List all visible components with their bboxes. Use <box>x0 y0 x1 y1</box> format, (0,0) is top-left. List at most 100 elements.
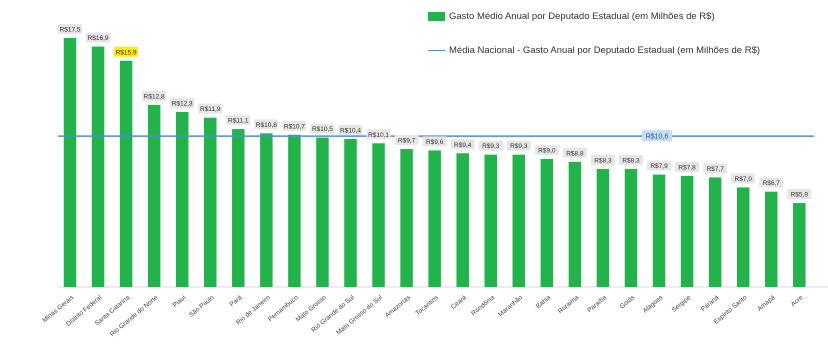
bar <box>456 153 469 287</box>
data-label-box <box>619 154 643 165</box>
bar <box>540 158 554 287</box>
bar <box>428 150 441 287</box>
bar <box>316 137 329 287</box>
data-label: R$11,1 <box>228 118 249 125</box>
x-tick-label: Amazonas <box>384 294 413 320</box>
data-label-box <box>254 119 279 130</box>
data-label-box <box>114 46 139 57</box>
x-tick-label: Goiás <box>619 294 637 311</box>
bar <box>736 187 750 287</box>
data-label-box <box>450 139 475 150</box>
data-label: R$12,3 <box>172 100 193 107</box>
data-label-box <box>534 144 559 155</box>
bar <box>344 139 357 287</box>
x-tick-label: São Paulo <box>188 294 216 319</box>
x-tick-label: Roraima <box>557 294 581 315</box>
data-label-box <box>142 90 167 101</box>
data-label: R$9,6 <box>426 139 444 146</box>
bar <box>512 154 526 287</box>
bar <box>793 203 806 287</box>
data-label-box <box>478 140 503 151</box>
bar <box>119 60 133 287</box>
legend-item-mean-line: Média Nacional - Gasto Anual por Deputad… <box>428 42 828 58</box>
data-label-box <box>759 177 784 188</box>
data-label-box <box>58 24 82 34</box>
data-label-box <box>731 173 756 184</box>
bars-group <box>63 38 806 288</box>
bar <box>372 143 385 287</box>
data-label-box <box>170 97 195 108</box>
bar <box>568 161 582 287</box>
data-label-box <box>338 125 363 136</box>
data-label: R$16,9 <box>88 35 109 42</box>
data-label: R$10,4 <box>340 128 361 135</box>
data-label: R$7,0 <box>735 176 753 183</box>
data-label: R$9,3 <box>510 143 528 150</box>
data-label: R$9,4 <box>454 142 472 149</box>
data-label: R$5,9 <box>791 192 809 199</box>
x-tick-label: Bahia <box>535 294 553 310</box>
x-tick-label: Acre <box>790 294 805 308</box>
bar <box>484 154 497 287</box>
data-label-box <box>787 189 812 200</box>
data-labels-group: R$17,5 R$16,9 R$15,9 R$12,8 R$12,3 R$11,9 R$11… <box>58 24 812 200</box>
data-label: R$11,9 <box>200 106 221 113</box>
x-tick-label: Paraíba <box>586 294 608 314</box>
bar <box>204 117 217 288</box>
bar <box>288 134 301 287</box>
mean-label: R$10,6 <box>646 133 669 140</box>
data-label-box <box>675 162 700 173</box>
data-label: R$6,7 <box>763 180 781 187</box>
data-label-box <box>226 115 251 126</box>
legend: Gasto Médio Anual por Deputado Estadual … <box>428 8 828 58</box>
data-label-box <box>86 32 111 43</box>
mean-line-group: R$10,6 <box>58 130 814 142</box>
bar <box>63 38 77 287</box>
data-label: R$15,9 <box>116 49 137 56</box>
bar <box>596 168 610 287</box>
bar <box>765 191 778 287</box>
x-tick-label: Rondônia <box>470 294 496 317</box>
bar <box>708 177 722 287</box>
bar <box>232 129 245 287</box>
x-tick-label: Rio Grande do Norte <box>109 294 160 338</box>
data-label: R$8,3 <box>594 157 612 164</box>
data-label: R$8,8 <box>566 150 584 157</box>
data-label-box <box>366 129 391 140</box>
data-label: R$7,9 <box>650 163 668 170</box>
mean-label-box <box>642 130 672 142</box>
x-tick-label: Ceará <box>450 294 468 311</box>
legend-line-swatch <box>428 49 445 51</box>
bar <box>652 174 666 287</box>
legend-bar-swatch <box>428 11 445 21</box>
data-label-box <box>703 163 728 174</box>
data-label: R$12,8 <box>144 93 165 100</box>
data-label: R$8,3 <box>622 157 640 164</box>
data-label-box <box>562 147 587 158</box>
legend-item-bars: Gasto Médio Anual por Deputado Estadual … <box>428 8 828 24</box>
data-label: R$9,0 <box>538 147 556 154</box>
bar <box>680 176 694 287</box>
bar <box>624 168 638 287</box>
x-tick-label: Amapá <box>756 294 777 313</box>
data-label-box <box>590 154 615 165</box>
x-tick-label: Tocantins <box>414 294 440 317</box>
x-tick-label: Maranhão <box>497 294 524 318</box>
data-label: R$9,7 <box>398 137 416 144</box>
data-label: R$10,8 <box>256 122 277 129</box>
bar <box>400 148 413 287</box>
x-tick-label: Piauí <box>172 294 188 309</box>
data-label: R$17,5 <box>60 27 81 34</box>
data-label: R$7,7 <box>706 166 724 173</box>
x-tick-label: Paraná <box>700 294 721 313</box>
data-label: R$9,3 <box>482 143 500 150</box>
data-label-box <box>422 136 447 147</box>
bar <box>260 133 273 287</box>
data-label: R$10,1 <box>368 132 389 139</box>
data-label-box <box>310 123 335 134</box>
data-label-box <box>394 134 419 145</box>
bar <box>147 104 161 287</box>
data-label: R$10,5 <box>312 126 333 133</box>
